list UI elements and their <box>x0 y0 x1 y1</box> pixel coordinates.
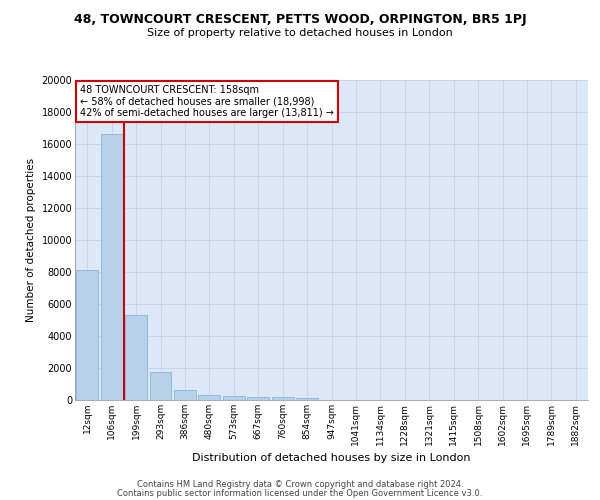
Text: 48 TOWNCOURT CRESCENT: 158sqm
← 58% of detached houses are smaller (18,998)
42% : 48 TOWNCOURT CRESCENT: 158sqm ← 58% of d… <box>80 85 334 118</box>
Bar <box>247 396 269 400</box>
Bar <box>149 372 172 400</box>
Text: Contains HM Land Registry data © Crown copyright and database right 2024.: Contains HM Land Registry data © Crown c… <box>137 480 463 489</box>
X-axis label: Distribution of detached houses by size in London: Distribution of detached houses by size … <box>192 453 471 463</box>
Bar <box>296 398 318 400</box>
Bar <box>223 396 245 400</box>
Bar <box>101 134 122 400</box>
Text: Contains public sector information licensed under the Open Government Licence v3: Contains public sector information licen… <box>118 488 482 498</box>
Bar <box>174 390 196 400</box>
Bar <box>125 315 147 400</box>
Bar <box>76 270 98 400</box>
Y-axis label: Number of detached properties: Number of detached properties <box>26 158 36 322</box>
Bar <box>272 398 293 400</box>
Bar <box>199 394 220 400</box>
Text: Size of property relative to detached houses in London: Size of property relative to detached ho… <box>147 28 453 38</box>
Text: 48, TOWNCOURT CRESCENT, PETTS WOOD, ORPINGTON, BR5 1PJ: 48, TOWNCOURT CRESCENT, PETTS WOOD, ORPI… <box>74 12 526 26</box>
